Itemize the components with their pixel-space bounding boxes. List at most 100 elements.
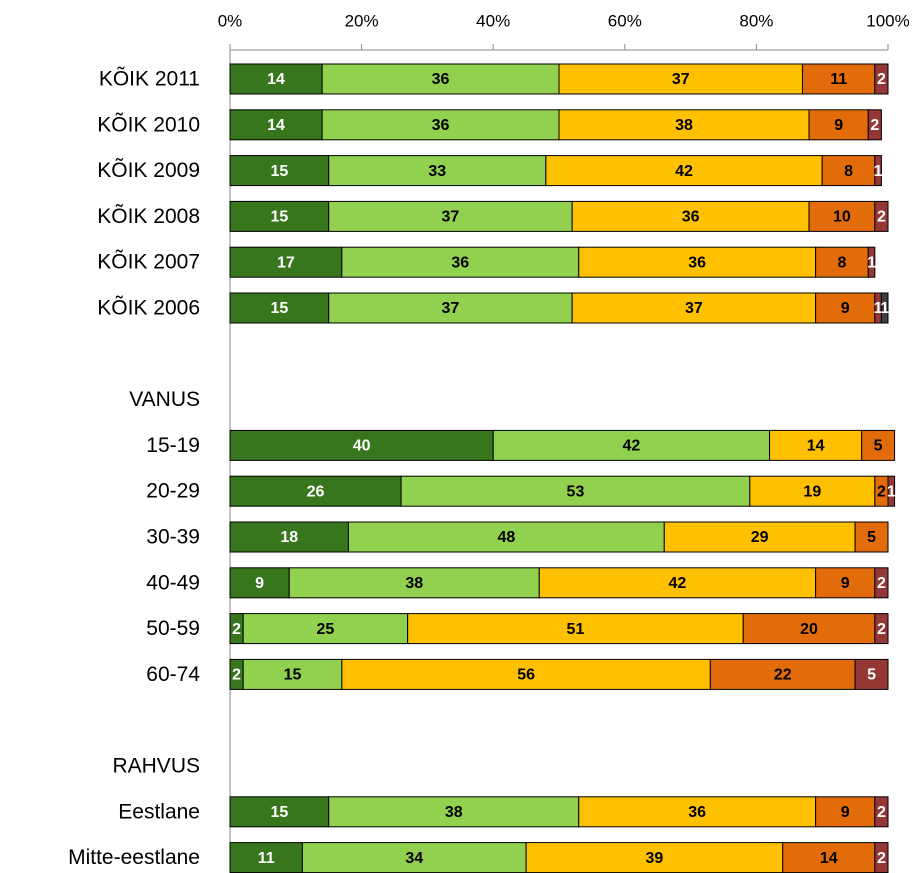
value-label: 26	[307, 483, 325, 500]
value-label: 9	[841, 804, 850, 821]
value-label: 51	[567, 621, 585, 638]
value-label: 15	[270, 163, 288, 180]
value-label: 56	[517, 667, 535, 684]
bar-segment	[242, 658, 343, 690]
value-label: 42	[622, 438, 640, 455]
category-label: KÕIK 2009	[97, 158, 200, 182]
value-label: 34	[405, 850, 423, 867]
value-label: 1	[887, 483, 896, 500]
value-label: 36	[682, 209, 700, 226]
bar-segment	[880, 292, 889, 324]
value-label: 15	[270, 804, 288, 821]
bar-segment	[874, 796, 889, 828]
category-label: KÕIK 2007	[97, 250, 200, 274]
value-label: 29	[751, 529, 769, 546]
bar-segment	[229, 475, 402, 507]
bar-segment	[867, 246, 876, 278]
bar-segment	[874, 567, 889, 599]
value-label: 15	[270, 300, 288, 317]
value-label: 19	[803, 483, 821, 500]
value-label: 36	[451, 254, 469, 271]
value-label: 9	[841, 300, 850, 317]
bar-segment	[229, 521, 349, 553]
bar-segment	[815, 796, 876, 828]
value-label: 2	[877, 621, 886, 638]
bar-segment	[229, 567, 290, 599]
bar-segment	[301, 842, 527, 873]
value-label: 2	[877, 209, 886, 226]
bar-segment	[854, 521, 889, 553]
value-label: 37	[685, 300, 703, 317]
bar-segment	[558, 109, 810, 141]
category-label: Eestlane	[118, 800, 200, 823]
bar-segment	[874, 200, 889, 232]
bar-segment	[663, 521, 856, 553]
value-label: 14	[820, 850, 838, 867]
value-label: 42	[669, 575, 687, 592]
bar-segment	[341, 658, 711, 690]
value-label: 15	[284, 667, 302, 684]
value-label: 2	[232, 667, 241, 684]
bar-segment	[341, 246, 580, 278]
category-label: VANUS	[129, 388, 200, 411]
value-label: 36	[688, 254, 706, 271]
bar-segment	[328, 292, 573, 324]
value-label: 5	[867, 529, 876, 546]
bar-segment	[742, 613, 876, 645]
value-label: 17	[277, 254, 295, 271]
value-label: 2	[232, 621, 241, 638]
category-label: KÕIK 2006	[97, 296, 200, 320]
value-label: 14	[267, 117, 285, 134]
value-label: 37	[442, 209, 460, 226]
category-label: KÕIK 2010	[97, 112, 200, 136]
x-tick-label: 40%	[476, 11, 510, 30]
value-label: 36	[432, 117, 450, 134]
bar-segment	[854, 658, 889, 690]
value-label: 14	[807, 438, 825, 455]
bar-segment	[229, 200, 330, 232]
bar-segment	[229, 292, 330, 324]
x-tick-label: 80%	[739, 11, 773, 30]
bar-segment	[229, 796, 330, 828]
value-label: 48	[497, 529, 515, 546]
bar-segment	[571, 200, 810, 232]
bar-segment	[328, 200, 573, 232]
value-label: 2	[870, 117, 879, 134]
bar-segment	[874, 63, 889, 95]
value-label: 36	[688, 804, 706, 821]
value-label: 9	[834, 117, 843, 134]
bar-segment	[867, 109, 882, 141]
value-label: 5	[867, 667, 876, 684]
value-label: 2	[877, 483, 886, 500]
bar-segment	[328, 155, 547, 187]
x-tick-label: 20%	[345, 11, 379, 30]
value-label: 20	[800, 621, 818, 638]
bar-segment	[229, 246, 343, 278]
value-label: 9	[255, 575, 264, 592]
value-label: 11	[830, 71, 847, 88]
value-label: 25	[317, 621, 335, 638]
value-label: 1	[874, 163, 883, 180]
category-label: 40-49	[146, 571, 200, 594]
value-label: 1	[874, 300, 883, 317]
value-label: 18	[280, 529, 298, 546]
value-label: 11	[258, 850, 275, 867]
value-label: 37	[672, 71, 690, 88]
bar-segment	[578, 796, 817, 828]
bar-segment	[229, 109, 323, 141]
value-label: 14	[267, 71, 285, 88]
value-label: 33	[428, 163, 446, 180]
bar-segment	[545, 155, 823, 187]
bar-segment	[288, 567, 540, 599]
value-label: 37	[442, 300, 460, 317]
x-tick-label: 0%	[218, 11, 243, 30]
value-label: 38	[405, 575, 423, 592]
category-label: KÕIK 2011	[99, 67, 200, 91]
value-label: 42	[675, 163, 693, 180]
value-label: 2	[877, 850, 886, 867]
value-label: 38	[675, 117, 693, 134]
value-label: 9	[841, 575, 850, 592]
bar-segment	[538, 567, 817, 599]
bar-segment	[407, 613, 744, 645]
